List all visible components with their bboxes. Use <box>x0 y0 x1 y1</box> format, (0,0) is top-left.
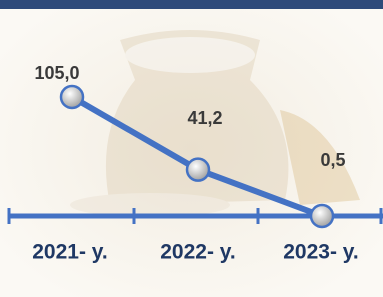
data-label: 41,2 <box>187 108 222 128</box>
data-label: 0,5 <box>320 150 345 170</box>
chart: 105,0 41,2 0,5 2021- y. 2022- y. 2023- y. <box>0 0 383 297</box>
x-tick-label: 2021- y. <box>32 241 108 264</box>
marker <box>311 205 333 227</box>
marker <box>187 159 209 181</box>
marker <box>61 86 83 108</box>
x-tick-label: 2022- y. <box>160 241 236 264</box>
x-tick-label: 2023- y. <box>283 241 359 264</box>
data-label: 105,0 <box>34 63 79 83</box>
top-bar <box>0 0 383 9</box>
